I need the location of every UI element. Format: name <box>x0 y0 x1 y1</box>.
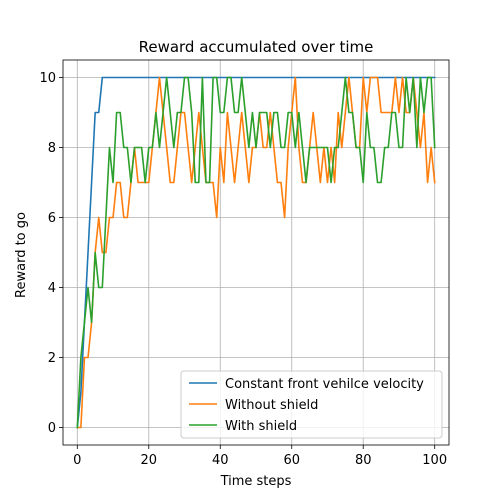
legend-label-2: Without shield <box>225 398 318 413</box>
y-tick-label: 0 <box>48 421 56 436</box>
plot-frame <box>62 59 450 446</box>
x-tick-label: 60 <box>283 453 300 468</box>
x-tick-label: 80 <box>355 453 372 468</box>
x-tick-label: 40 <box>212 453 229 468</box>
y-tick-label: 4 <box>48 281 56 296</box>
legend: Constant front vehilce velocity Without s… <box>180 370 443 439</box>
x-axis-ticks: 0 20 40 60 80 100 <box>73 445 447 468</box>
legend-label-3: With shield <box>225 419 297 434</box>
legend-box <box>180 370 443 439</box>
y-tick-label: 10 <box>39 71 56 86</box>
legend-label-1: Constant front vehilce velocity <box>225 377 424 392</box>
x-tick-label: 100 <box>422 453 447 468</box>
y-tick-label: 2 <box>48 351 56 366</box>
series-layer <box>76 76 436 429</box>
x-tick-label: 0 <box>73 453 81 468</box>
chart-title: Reward accumulated over time <box>139 38 374 56</box>
y-axis-label: Reward to go <box>14 212 29 298</box>
y-axis-ticks: 0 2 4 6 8 10 <box>39 71 63 436</box>
y-tick-label: 6 <box>48 211 56 226</box>
y-tick-label: 8 <box>48 141 56 156</box>
x-tick-label: 20 <box>141 453 158 468</box>
series-line-3 <box>76 76 436 429</box>
x-axis-label: Time steps <box>220 474 292 489</box>
